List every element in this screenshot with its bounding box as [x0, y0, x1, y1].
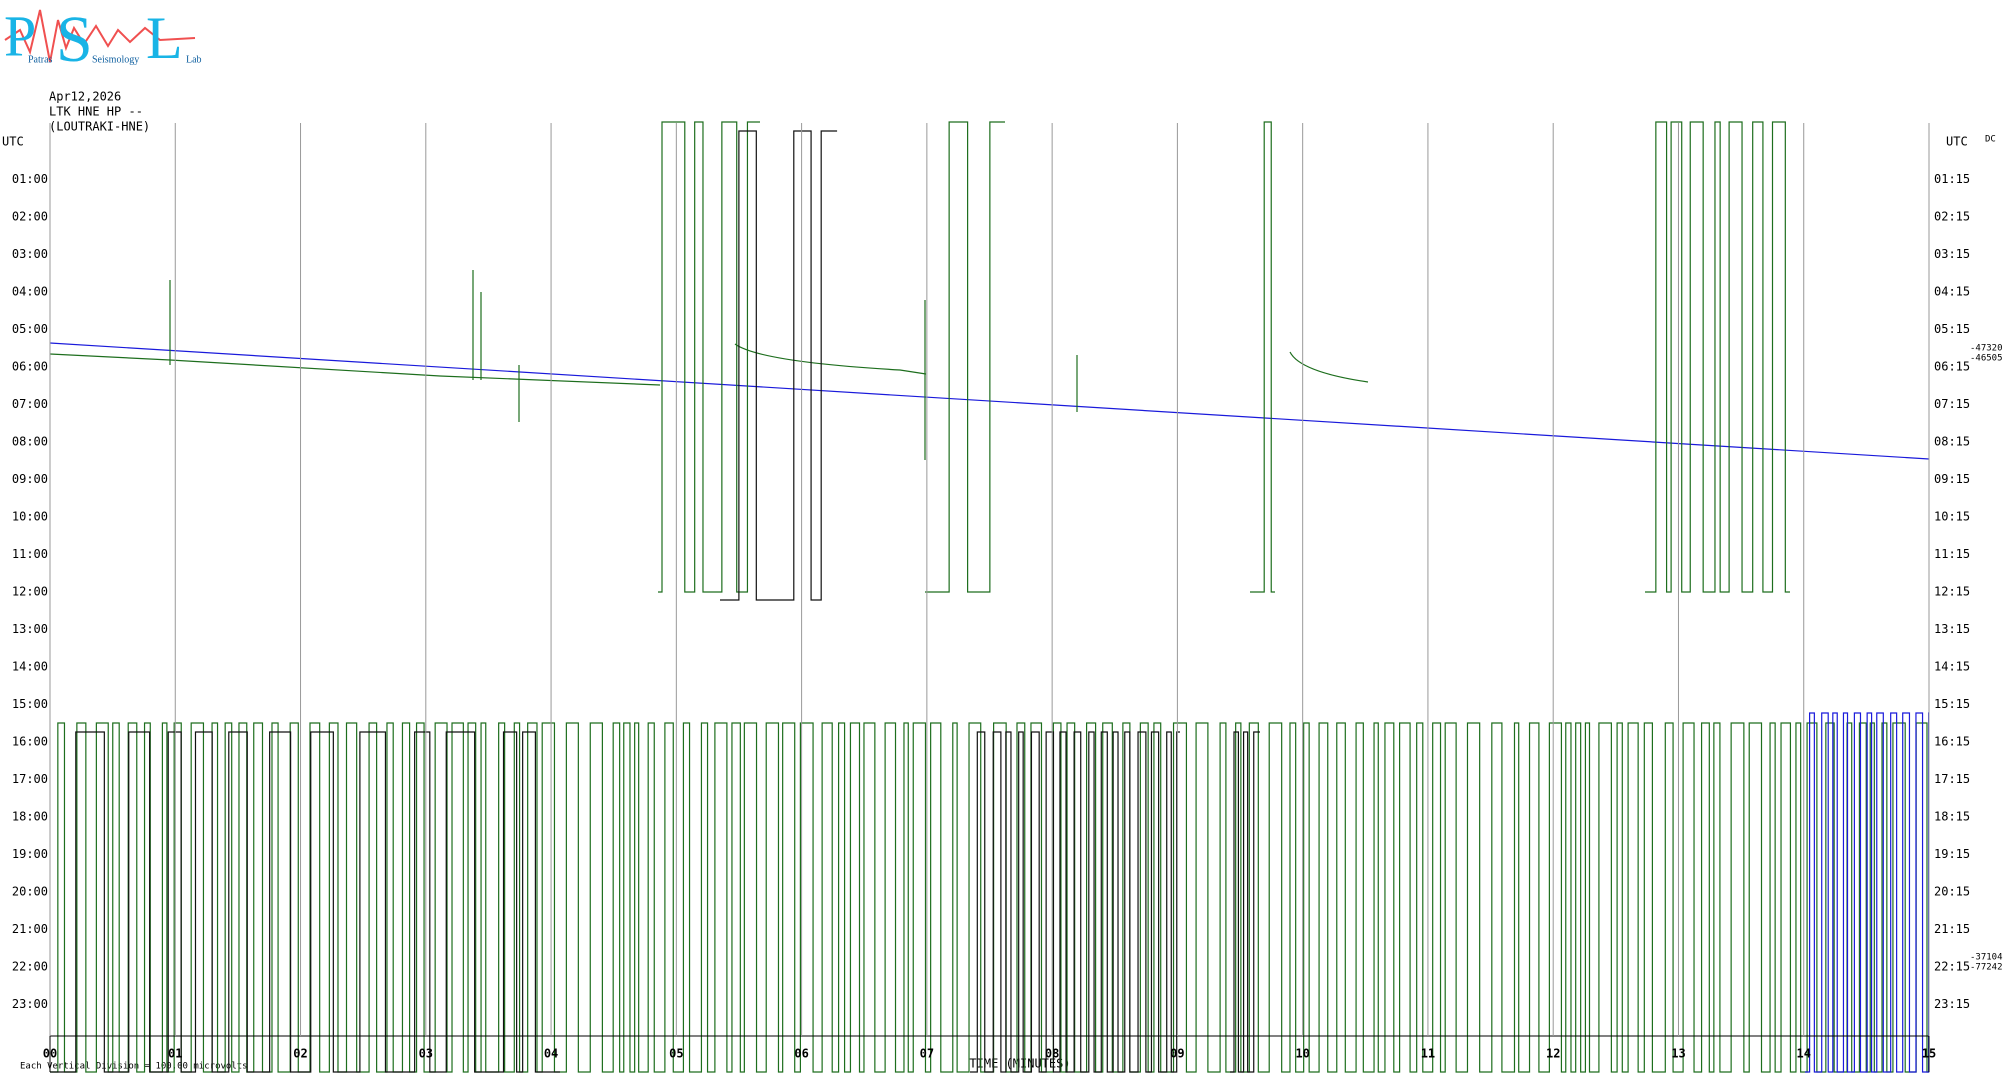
- right-row-label: 20:15: [1934, 885, 1970, 899]
- trace-square: [925, 121, 1005, 593]
- left-row-label: 10:00: [12, 510, 48, 524]
- logo-letter: L: [146, 5, 183, 71]
- x-axis-label: TIME (MINUTES): [969, 1057, 1070, 1071]
- left-row-label: 21:00: [12, 922, 48, 936]
- right-row-label: 04:15: [1934, 285, 1970, 299]
- x-tick-label: 13: [1671, 1047, 1685, 1061]
- x-tick-label: 05: [669, 1047, 683, 1061]
- x-tick-label: 07: [920, 1047, 934, 1061]
- x-tick-label: 08: [1045, 1047, 1059, 1061]
- trace-square-black: [1230, 731, 1260, 1073]
- right-row-label: 07:15: [1934, 397, 1970, 411]
- trace-green: [1289, 351, 1369, 383]
- right-row-label: 11:15: [1934, 547, 1970, 561]
- right-row-label: 02:15: [1934, 210, 1970, 224]
- left-row-label: 12:00: [12, 585, 48, 599]
- right-row-label: 09:15: [1934, 472, 1970, 486]
- dc-value: -77242: [1970, 963, 2003, 973]
- left-row-label: 09:00: [12, 472, 48, 486]
- left-row-label: 19:00: [12, 847, 48, 861]
- left-row-label: 13:00: [12, 622, 48, 636]
- left-row-label: 11:00: [12, 547, 48, 561]
- trace-square: [1645, 121, 1790, 593]
- right-row-label: 14:15: [1934, 660, 1970, 674]
- left-row-label: 23:00: [12, 997, 48, 1011]
- x-tick-label: 00: [43, 1047, 57, 1061]
- header-site: (LOUTRAKI-HNE): [49, 120, 150, 134]
- trace-green: [49, 353, 661, 386]
- trace-square: [50, 722, 1929, 1073]
- x-tick-label: 01: [168, 1047, 182, 1061]
- logo-wave: [4, 9, 196, 63]
- trace-green: [734, 343, 927, 375]
- footer-note: Each Vertical Division = 100.00 microvol…: [20, 1062, 248, 1072]
- logo-word: Lab: [186, 54, 202, 65]
- left-row-label: UTC: [2, 135, 24, 149]
- logo-word: Patras: [28, 54, 53, 65]
- left-row-label: 15:00: [12, 697, 48, 711]
- right-row-label: UTC: [1946, 135, 1968, 149]
- dc-value: -37104: [1970, 953, 2003, 963]
- trace-square-blue: [1805, 712, 1930, 1073]
- right-row-label: 17:15: [1934, 772, 1970, 786]
- logo-letter: P: [4, 3, 36, 68]
- x-tick-label: 06: [794, 1047, 808, 1061]
- trace-square: [658, 121, 760, 593]
- x-tick-label: 15: [1922, 1047, 1936, 1061]
- right-row-label: 23:15: [1934, 997, 1970, 1011]
- right-row-label: 12:15: [1934, 585, 1970, 599]
- header-station: LTK HNE HP --: [49, 105, 143, 119]
- right-row-label: 21:15: [1934, 922, 1970, 936]
- x-tick-label: 04: [544, 1047, 558, 1061]
- left-row-label: 14:00: [12, 660, 48, 674]
- logo-letter: S: [56, 3, 93, 76]
- x-tick-label: 09: [1170, 1047, 1184, 1061]
- logo: P S L Patras Seismology Lab: [4, 3, 202, 76]
- x-tick-label: 14: [1797, 1047, 1811, 1061]
- traces: [49, 121, 1930, 1073]
- x-tick-label: 10: [1295, 1047, 1309, 1061]
- trace-square: [1250, 121, 1275, 593]
- logo-word: Seismology: [92, 54, 139, 65]
- right-row-label: 13:15: [1934, 622, 1970, 636]
- header-date: Apr12,2026: [49, 90, 121, 104]
- right-row-label: 15:15: [1934, 697, 1970, 711]
- left-row-label: 07:00: [12, 397, 48, 411]
- right-row-label: 18:15: [1934, 810, 1970, 824]
- left-row-label: 03:00: [12, 247, 48, 261]
- trace-square-black: [970, 731, 1180, 1073]
- dc-label: DC: [1985, 135, 1996, 145]
- left-row-label: 18:00: [12, 810, 48, 824]
- left-row-label: 05:00: [12, 322, 48, 336]
- right-row-label: 03:15: [1934, 247, 1970, 261]
- left-row-label: 22:00: [12, 960, 48, 974]
- x-tick-label: 03: [419, 1047, 433, 1061]
- right-row-label: 05:15: [1934, 322, 1970, 336]
- left-row-label: 17:00: [12, 772, 48, 786]
- trace-square-black: [720, 130, 838, 601]
- left-row-label: 16:00: [12, 735, 48, 749]
- left-row-label: 02:00: [12, 210, 48, 224]
- left-row-label: 01:00: [12, 172, 48, 186]
- x-tick-label: 12: [1546, 1047, 1560, 1061]
- left-row-label: 20:00: [12, 885, 48, 899]
- right-row-label: 08:15: [1934, 435, 1970, 449]
- trace-square-black: [50, 731, 560, 1073]
- right-row-label: 16:15: [1934, 735, 1970, 749]
- x-tick-label: 02: [293, 1047, 307, 1061]
- left-row-label: 06:00: [12, 360, 48, 374]
- right-row-label: 01:15: [1934, 172, 1970, 186]
- right-row-label: 22:15: [1934, 960, 1970, 974]
- right-row-label: 19:15: [1934, 847, 1970, 861]
- right-row-label: 10:15: [1934, 510, 1970, 524]
- right-row-label: 06:15: [1934, 360, 1970, 374]
- dc-value: -47320: [1970, 344, 2003, 354]
- left-row-label: 04:00: [12, 285, 48, 299]
- dc-value: -46505: [1970, 354, 2003, 364]
- left-row-label: 08:00: [12, 435, 48, 449]
- x-tick-label: 11: [1421, 1047, 1435, 1061]
